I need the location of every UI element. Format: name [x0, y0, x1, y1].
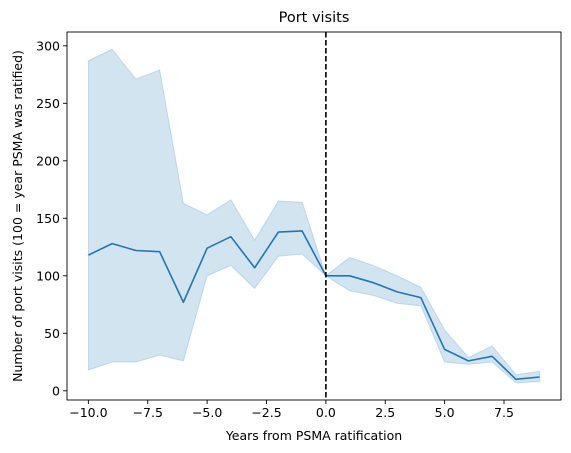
y-tick-label: 300 — [36, 38, 60, 53]
data-point — [420, 296, 422, 298]
x-tick-label: −7.5 — [133, 405, 163, 420]
data-point — [538, 376, 540, 378]
x-tick-label: −2.5 — [251, 405, 281, 420]
data-point — [277, 231, 279, 233]
data-point — [253, 267, 255, 269]
x-tick-label: 5.0 — [435, 405, 455, 420]
data-point — [372, 282, 374, 284]
confidence-band — [87, 48, 541, 384]
x-tick-label: 0.0 — [316, 405, 336, 420]
y-tick-label: 250 — [36, 96, 60, 111]
y-tick-label: 200 — [36, 153, 60, 168]
data-point — [515, 378, 517, 380]
series-line — [88, 230, 540, 381]
chart-title: Port visits — [279, 10, 350, 26]
data-point — [206, 247, 208, 249]
data-point — [230, 236, 232, 238]
x-axis-label: Years from PSMA ratification — [225, 428, 402, 443]
y-tick-label: 100 — [36, 268, 60, 283]
x-tick-label: −5.0 — [192, 405, 222, 420]
data-point — [182, 301, 184, 303]
x-tick-label: −10.0 — [69, 405, 107, 420]
axes-frame — [66, 31, 562, 401]
plot-area — [87, 32, 541, 400]
data-point — [87, 254, 89, 256]
data-point — [467, 360, 469, 362]
data-point — [443, 348, 445, 350]
data-point — [135, 249, 137, 251]
axes: −10.0 −7.5 −5.0 −2.5 0.0 2.5 5.0 7.5 0 50 100 150 20… — [36, 31, 562, 420]
y-tick-label: 0 — [52, 383, 60, 398]
data-point — [301, 230, 303, 232]
data-point — [396, 291, 398, 293]
data-point — [158, 250, 160, 252]
data-point — [348, 275, 350, 277]
y-tick-label: 50 — [44, 326, 60, 341]
x-tick-label: 2.5 — [375, 405, 395, 420]
x-tick-label: 7.5 — [494, 405, 514, 420]
data-point — [491, 355, 493, 357]
y-tick-label: 150 — [36, 211, 60, 226]
y-axis-label: Number of port visits (100 = year PSMA w… — [10, 50, 25, 382]
data-point — [111, 242, 113, 244]
